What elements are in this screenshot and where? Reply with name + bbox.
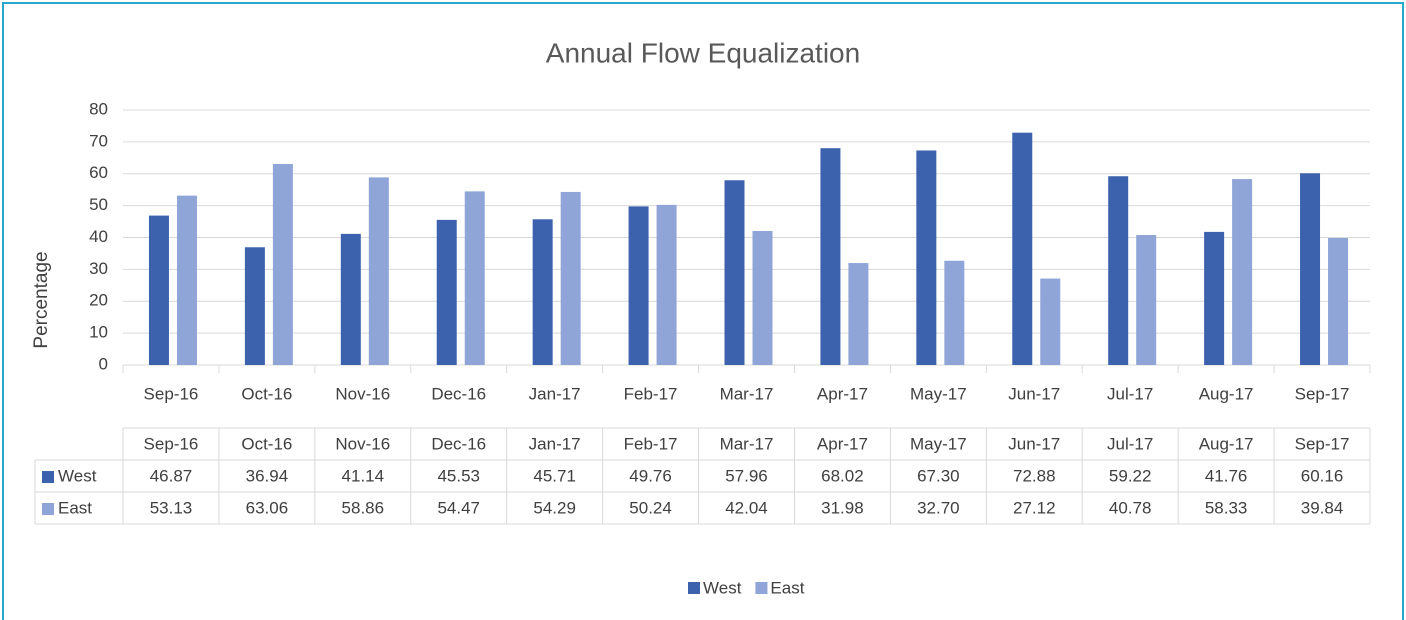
legend-label: East — [770, 578, 804, 597]
bar — [724, 180, 745, 365]
table-cell: 39.84 — [1301, 498, 1344, 517]
table-row-header: West — [58, 466, 97, 485]
table-cell: 41.14 — [342, 466, 385, 485]
legend-key — [42, 471, 54, 483]
bar — [340, 233, 361, 365]
table-cell: 42.04 — [725, 498, 768, 517]
x-tick-label: Apr-17 — [817, 384, 868, 403]
bar — [1040, 278, 1061, 365]
table-row-header: East — [58, 498, 92, 517]
legend-key — [688, 582, 700, 594]
table-cell: 31.98 — [821, 498, 864, 517]
y-tick-label: 60 — [89, 163, 108, 182]
x-tick-label: Jun-17 — [1008, 384, 1060, 403]
table-cell: 46.87 — [150, 466, 193, 485]
y-axis-label: Percentage — [31, 251, 52, 348]
table-cell: 57.96 — [725, 466, 768, 485]
bar — [532, 219, 553, 365]
table-cell: 72.88 — [1013, 466, 1056, 485]
bar — [820, 148, 841, 365]
table-header: Nov-16 — [335, 434, 390, 453]
y-tick-label: 20 — [89, 291, 108, 310]
x-tick-label: Sep-16 — [144, 384, 199, 403]
table-cell: 58.86 — [342, 498, 385, 517]
x-tick-label: Aug-17 — [1199, 384, 1254, 403]
table-cell: 67.30 — [917, 466, 960, 485]
x-tick-label: Dec-16 — [431, 384, 486, 403]
table-cell: 68.02 — [821, 466, 864, 485]
x-tick-label: Feb-17 — [624, 384, 678, 403]
table-header: Sep-16 — [144, 434, 199, 453]
table-header: Apr-17 — [817, 434, 868, 453]
table-cell: 60.16 — [1301, 466, 1344, 485]
table-header: Aug-17 — [1199, 434, 1254, 453]
y-tick-label: 10 — [89, 323, 108, 342]
table-cell: 27.12 — [1013, 498, 1056, 517]
x-tick-label: Nov-16 — [335, 384, 390, 403]
table-cell: 54.47 — [437, 498, 480, 517]
x-tick-label: Oct-16 — [241, 384, 292, 403]
bar — [656, 204, 677, 365]
table-header: Oct-16 — [241, 434, 292, 453]
table-cell: 45.71 — [533, 466, 576, 485]
table-cell: 40.78 — [1109, 498, 1152, 517]
table-header: Jan-17 — [529, 434, 581, 453]
table-cell: 32.70 — [917, 498, 960, 517]
table-header: Jun-17 — [1008, 434, 1060, 453]
table-header: Mar-17 — [720, 434, 774, 453]
table-cell: 50.24 — [629, 498, 672, 517]
legend-key — [755, 582, 768, 594]
bar — [244, 247, 265, 365]
bar — [436, 219, 457, 365]
table-cell: 53.13 — [150, 498, 193, 517]
bar — [628, 206, 649, 365]
table-header: Dec-16 — [431, 434, 486, 453]
chart-title: Annual Flow Equalization — [546, 37, 860, 68]
bar — [272, 163, 293, 365]
table-header: Feb-17 — [624, 434, 678, 453]
y-tick-label: 50 — [89, 195, 108, 214]
x-tick-label: Jan-17 — [529, 384, 581, 403]
bar — [1204, 231, 1225, 365]
table-cell: 63.06 — [246, 498, 289, 517]
bar — [148, 215, 169, 365]
bar — [944, 260, 965, 365]
bar — [752, 230, 773, 365]
bar — [1328, 238, 1349, 365]
bar — [176, 195, 197, 365]
table-header: Sep-17 — [1295, 434, 1350, 453]
table-header: May-17 — [910, 434, 967, 453]
y-tick-label: 70 — [89, 131, 108, 150]
table-cell: 41.76 — [1205, 466, 1248, 485]
bar — [368, 177, 389, 365]
table-cell: 54.29 — [533, 498, 576, 517]
y-tick-label: 80 — [89, 99, 108, 118]
bar — [1012, 132, 1033, 365]
table-header: Jul-17 — [1107, 434, 1153, 453]
bar — [560, 191, 581, 365]
table-cell: 36.94 — [246, 466, 289, 485]
bar — [1232, 179, 1253, 365]
bar — [1136, 235, 1157, 365]
x-tick-label: Jul-17 — [1107, 384, 1153, 403]
table-cell: 45.53 — [437, 466, 480, 485]
bar — [464, 191, 485, 365]
x-tick-label: Sep-17 — [1295, 384, 1350, 403]
bar — [916, 150, 937, 365]
y-tick-label: 30 — [89, 259, 108, 278]
table-cell: 49.76 — [629, 466, 672, 485]
bar — [1300, 173, 1321, 365]
table-cell: 59.22 — [1109, 466, 1152, 485]
bar — [1108, 176, 1129, 365]
y-tick-label: 40 — [89, 227, 108, 246]
x-tick-label: Mar-17 — [720, 384, 774, 403]
x-tick-label: May-17 — [910, 384, 967, 403]
legend-label: West — [703, 578, 742, 597]
bar — [848, 263, 869, 365]
y-tick-label: 0 — [99, 354, 108, 373]
table-cell: 58.33 — [1205, 498, 1248, 517]
legend-key — [42, 503, 54, 515]
